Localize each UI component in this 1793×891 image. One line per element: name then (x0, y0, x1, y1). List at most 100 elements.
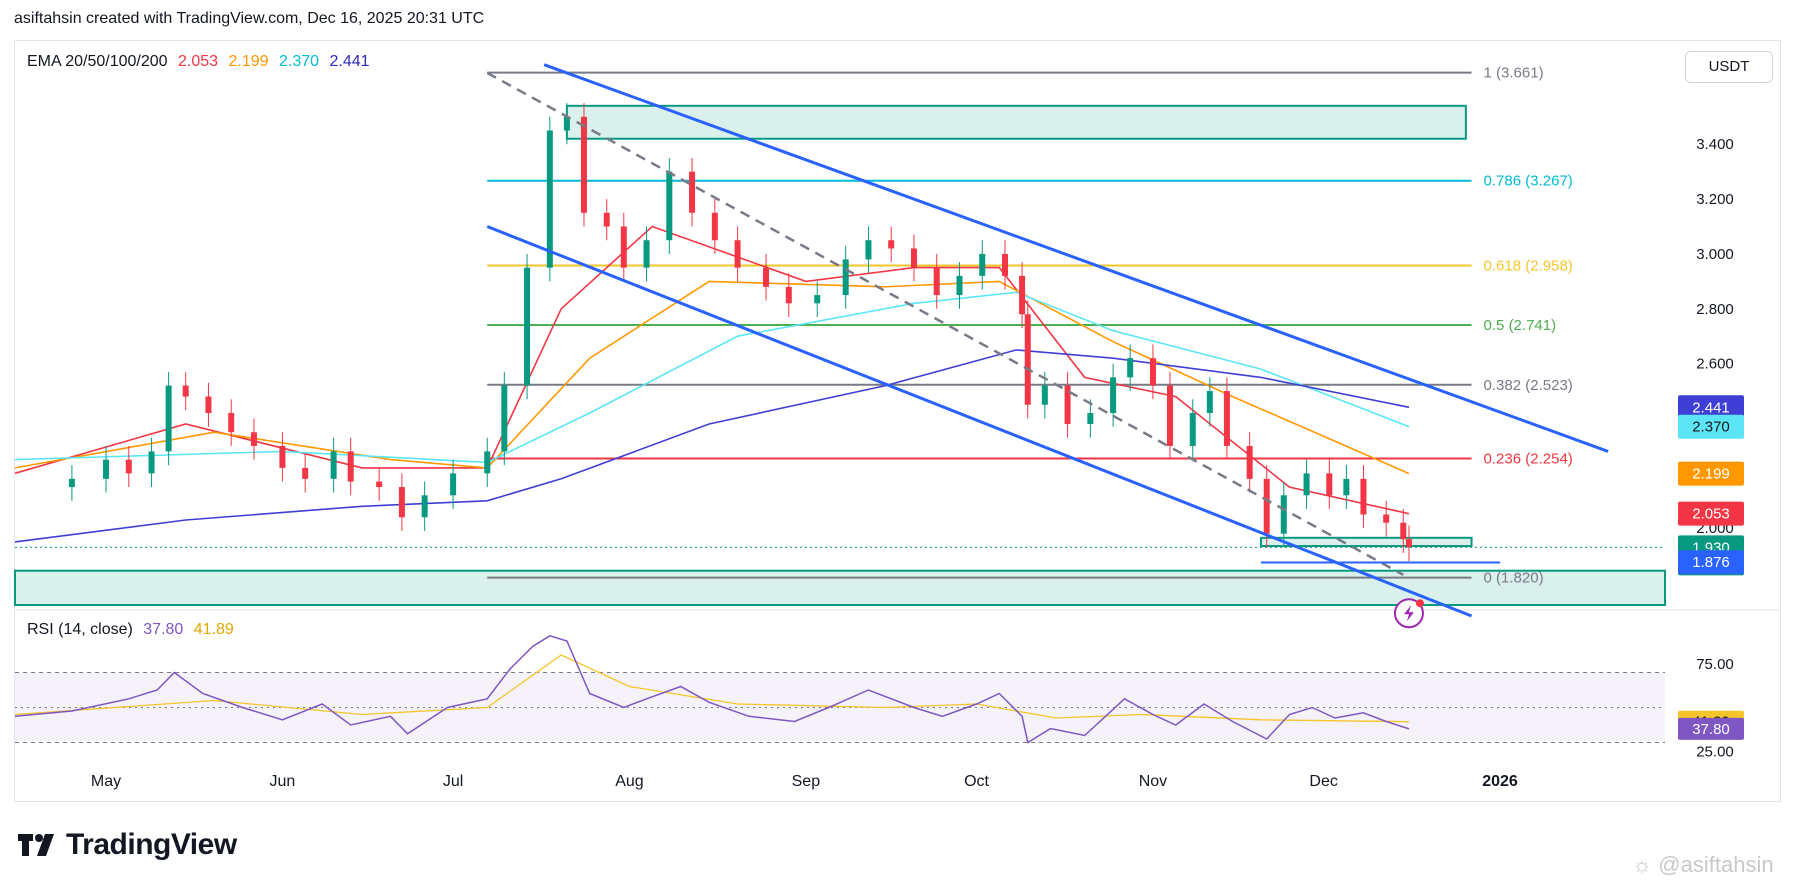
y-tick-2: 3.000 (1696, 246, 1734, 263)
watermark-icon: ☼ (1632, 852, 1653, 877)
candle-body-41 (1002, 253, 1008, 276)
rsi-line-1 (14, 654, 1410, 723)
y-tick-3: 2.800 (1696, 301, 1734, 318)
ema-legend-label: EMA 20/50/100/200 (27, 53, 168, 70)
candle-body-9 (250, 432, 257, 446)
candle-body-63 (1405, 539, 1412, 548)
candle-body-4 (148, 451, 155, 474)
candle-body-52 (1206, 391, 1213, 414)
candle-body-34 (842, 259, 849, 296)
candle-body-61 (1383, 514, 1390, 523)
candle-body-59 (1343, 478, 1350, 496)
rsi-tick-1: 25.00 (1696, 743, 1734, 760)
page-header: asiftahsin created with TradingView.com,… (14, 10, 485, 27)
candle-body-31 (763, 267, 770, 287)
candle-body-50 (1167, 385, 1173, 446)
rsi-tick-0: 75.00 (1696, 656, 1734, 673)
candle-body-58 (1326, 473, 1333, 496)
candle-body-27 (666, 171, 673, 241)
candle-body-42 (1019, 275, 1026, 315)
fib-label-0.5: 0.5 (2.741) (1484, 317, 1557, 334)
y-tick-4: 2.600 (1696, 356, 1734, 373)
fib-label-0.618: 0.618 (2.958) (1484, 257, 1573, 274)
candle-body-49 (1149, 358, 1156, 386)
candle-body-30 (734, 240, 741, 268)
candle-body-29 (711, 212, 718, 241)
candle-body-35 (865, 240, 872, 260)
candle-body-47 (1110, 377, 1117, 414)
candle-body-33 (814, 295, 821, 304)
candle-body-37 (910, 248, 917, 268)
candle-body-55 (1263, 478, 1270, 534)
y-tick-1: 3.200 (1696, 191, 1734, 208)
channel-line-1 (486, 225, 1473, 618)
ema-line-0 (14, 225, 1410, 515)
x-tick-3: Aug (615, 773, 643, 790)
ema20-value: 2.053 (178, 53, 219, 70)
candle-body-26 (643, 240, 650, 268)
ema200-value: 2.441 (329, 53, 370, 70)
price-label-1: 2.370 (1692, 419, 1730, 436)
tradingview-logo[interactable]: TradingView (18, 828, 237, 862)
candle-body-28 (689, 171, 696, 213)
fib-label-1: 1 (3.661) (1484, 65, 1544, 82)
x-tick-8: 2026 (1482, 773, 1518, 790)
alert-bolt-icon (1403, 605, 1414, 622)
channel-line-0 (543, 63, 1609, 453)
candle-body-24 (603, 212, 610, 227)
candle-body-10 (279, 445, 286, 468)
candle-body-6 (182, 385, 189, 397)
candle-body-20 (524, 267, 531, 386)
price-label-5: 1.876 (1692, 554, 1730, 571)
ema-line-1 (14, 280, 1410, 475)
candle-body-36 (888, 240, 895, 249)
x-tick-6: Nov (1139, 773, 1167, 790)
candle-body-25 (620, 226, 627, 268)
candle-body-15 (398, 487, 405, 518)
x-tick-2: Jul (443, 773, 463, 790)
currency-button[interactable]: USDT (1685, 51, 1773, 83)
price-label-bg-3 (1678, 501, 1744, 526)
chart-frame (14, 40, 1781, 802)
x-tick-7: Dec (1309, 773, 1337, 790)
rsi-line-0 (14, 634, 1410, 744)
price-label-bg-2 (1678, 461, 1744, 486)
zone-box-0 (565, 104, 1467, 140)
candle-body-48 (1127, 358, 1134, 378)
candle-body-62 (1400, 522, 1407, 540)
zone-box-2 (1260, 536, 1473, 548)
rsi-label-1: 37.80 (1692, 721, 1730, 738)
candle-body-3 (125, 459, 132, 474)
candle-body-43 (1024, 314, 1031, 405)
rsi-value: 37.80 (143, 621, 184, 638)
brand-name: TradingView (66, 828, 237, 861)
ema-line-3 (14, 349, 1410, 543)
candle-body-45 (1064, 385, 1071, 424)
candle-body-23 (580, 116, 587, 213)
candle-body-22 (563, 116, 570, 131)
ema100-value: 2.370 (279, 53, 320, 70)
candle-body-32 (785, 286, 792, 304)
fib-label-0.382: 0.382 (2.523) (1484, 377, 1573, 394)
candle-body-11 (302, 467, 309, 479)
ema-legend: EMA 20/50/100/200 2.053 2.199 2.370 2.44… (27, 53, 376, 71)
candle-body-8 (228, 413, 235, 433)
zone-box-1 (14, 569, 1666, 606)
watermark-text: @asiftahsin (1658, 852, 1774, 877)
candle-body-1 (68, 478, 75, 488)
price-label-bg-0 (1678, 395, 1744, 420)
fib-label-0: 0 (1.820) (1484, 570, 1544, 587)
candle-body-7 (205, 396, 212, 414)
y-tick-0: 3.400 (1696, 136, 1734, 153)
price-label-0: 2.441 (1692, 399, 1730, 416)
candle-body-60 (1360, 478, 1367, 515)
candle-body-13 (347, 451, 354, 482)
price-label-2: 2.199 (1692, 466, 1730, 483)
trend-dashed-line (486, 71, 1404, 576)
candle-body-54 (1246, 445, 1253, 479)
rsi-legend-label: RSI (14, close) (27, 621, 133, 638)
tradingview-logo-icon (18, 834, 54, 856)
candle-body-2 (103, 459, 110, 479)
alert-dot-icon (1415, 599, 1424, 608)
